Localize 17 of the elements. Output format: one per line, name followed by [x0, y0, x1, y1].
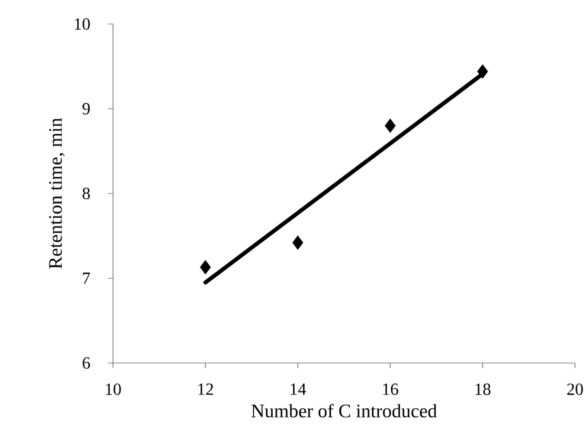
x-tick-label: 14	[290, 384, 306, 395]
y-tick-label: 7	[83, 272, 90, 284]
x-axis-title: Number of C introduced	[251, 404, 437, 418]
y-tick-label: 9	[82, 103, 90, 114]
point	[384, 118, 396, 133]
y-tick-label: 6	[82, 357, 90, 369]
point	[477, 64, 488, 79]
y-tick-label: 8	[82, 188, 90, 200]
x-tick-label: 16	[383, 384, 398, 395]
y-axis-title: Retention time, min	[49, 118, 65, 269]
point	[292, 235, 304, 250]
x-tick-label: 18	[476, 384, 490, 395]
x-tick-label: 10	[106, 384, 121, 395]
x-tick-label: 20	[567, 384, 583, 395]
y-tick-label: 10	[74, 18, 90, 30]
point	[200, 260, 211, 274]
x-tick-label: 12	[198, 384, 213, 395]
